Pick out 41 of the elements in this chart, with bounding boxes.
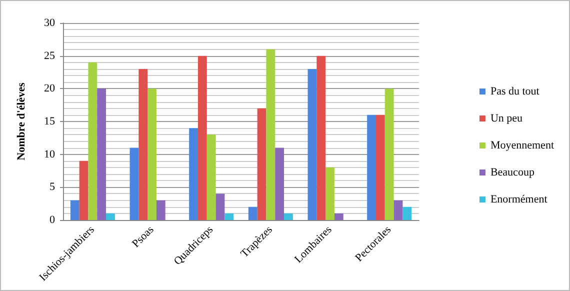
y-tick-label: 30 [44, 17, 56, 29]
bar [367, 114, 376, 220]
bar [376, 114, 385, 220]
bar [384, 88, 394, 220]
bar [284, 213, 293, 220]
y-tick-label: 25 [44, 50, 56, 62]
bar [402, 206, 412, 220]
bar [156, 200, 166, 220]
bar [275, 148, 284, 220]
bar [224, 213, 234, 220]
bar [88, 62, 98, 220]
legend-label: Beaucoup [490, 166, 535, 178]
bar [257, 108, 266, 220]
bar [394, 200, 403, 220]
bar [189, 128, 198, 220]
bar [308, 68, 317, 220]
bar [206, 134, 216, 220]
y-tick-label: 20 [44, 82, 56, 95]
bar [148, 88, 156, 220]
y-tick-label: 5 [50, 181, 56, 194]
bar [266, 49, 276, 220]
legend-label: Enormément [490, 194, 548, 206]
bar [198, 56, 207, 220]
bar [138, 68, 148, 220]
legend-label: Pas du tout [490, 86, 540, 98]
bar [326, 167, 334, 220]
legend-label: Un peu [490, 112, 524, 124]
y-tick-label: 15 [44, 116, 56, 128]
bar [130, 148, 139, 220]
bar [334, 213, 344, 220]
bar [248, 206, 258, 220]
bar [70, 200, 80, 220]
y-tick-label: 10 [44, 148, 56, 160]
bar [97, 88, 106, 220]
y-axis-title: Nombre d'élèves [16, 82, 28, 160]
bar [79, 160, 88, 220]
bar [316, 56, 326, 220]
y-tick-label: 0 [50, 214, 56, 226]
bar [106, 213, 115, 220]
legend-label: Moyennement [490, 140, 554, 152]
bar [216, 194, 225, 220]
